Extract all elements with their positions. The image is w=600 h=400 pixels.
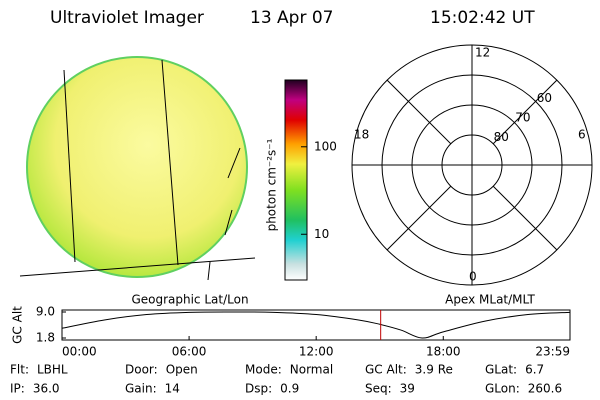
status-value: 260.6	[528, 382, 562, 396]
altitude-line	[61, 311, 571, 339]
colorbar-frame	[284, 79, 308, 281]
colorbar-tick-label: 100	[314, 139, 337, 153]
status-value: 6.7	[525, 363, 544, 377]
status-label: IP:	[10, 382, 25, 396]
status-value: 3.9 Re	[415, 363, 453, 377]
right-label: Apex MLat/MLT	[445, 293, 535, 307]
lat-label: 60	[537, 91, 552, 105]
left-label: Geographic Lat/Lon	[131, 293, 248, 307]
status-label: GC Alt:	[365, 363, 407, 377]
title: Ultraviolet Imager	[50, 8, 204, 28]
x-tick-label: 00:00	[62, 345, 97, 359]
lat-label: 70	[515, 111, 530, 125]
x-tick-label: 23:59	[535, 345, 570, 359]
lat-label: 80	[494, 130, 509, 144]
status-value: Open	[166, 363, 198, 377]
mlt-label: 12	[475, 46, 490, 60]
status-value: 39	[400, 382, 415, 396]
uv-image	[19, 56, 256, 281]
diagonal	[492, 79, 558, 145]
mlt-label: 18	[354, 128, 369, 142]
x-tick-label: 06:00	[172, 345, 207, 359]
x-tick-label: 18:00	[426, 345, 461, 359]
colorbar-tick-label: 10	[314, 227, 329, 241]
time: 15:02:42 UT	[430, 8, 535, 28]
status-value: 14	[165, 382, 180, 396]
colorbar-label: photon cm⁻²s⁻¹	[265, 138, 279, 231]
date: 13 Apr 07	[250, 8, 333, 28]
status-value: Normal	[290, 363, 333, 377]
x-tick-label: 12:00	[299, 345, 334, 359]
status-value: 0.9	[280, 382, 299, 396]
y-label: GC Alt	[11, 306, 25, 344]
y-tick-label: 9.0	[36, 305, 55, 319]
status-label: Dsp:	[245, 382, 272, 396]
colorbar	[285, 80, 307, 280]
diagonal	[386, 185, 452, 251]
status-label: Seq:	[365, 382, 392, 396]
status-label: GLat:	[485, 363, 517, 377]
status-label: Mode:	[245, 363, 282, 377]
y-tick-label: 1.8	[36, 331, 55, 345]
mlt-label: 0	[469, 270, 477, 284]
mlt-label: 6	[578, 128, 586, 142]
status-value: LBHL	[37, 363, 68, 377]
status-label: GLon:	[485, 382, 520, 396]
status-label: Flt:	[10, 363, 29, 377]
status-value: 36.0	[33, 382, 60, 396]
status-label: Gain:	[125, 382, 157, 396]
diagonal	[492, 185, 558, 251]
diagonal	[386, 79, 452, 145]
status-label: Door:	[125, 363, 158, 377]
